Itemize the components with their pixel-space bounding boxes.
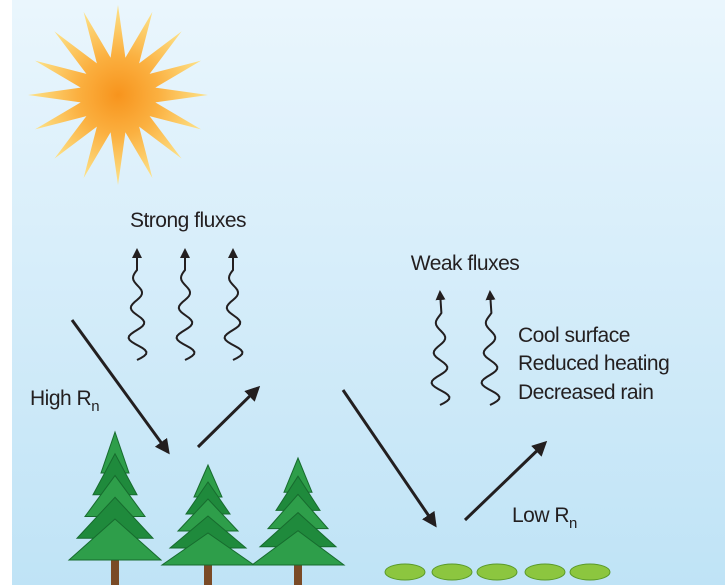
effect-label: Cool surface: [518, 324, 630, 347]
flux-arrow: [127, 248, 148, 361]
label-text: High R: [30, 387, 92, 410]
flux-arrow: [430, 290, 451, 406]
flux-arrow: [223, 248, 244, 361]
weak-fluxes-label: Weak fluxes: [411, 252, 520, 275]
tree-foliage: [67, 518, 163, 561]
effect-label: Reduced heating: [518, 352, 669, 375]
tree-trunk: [204, 565, 212, 585]
radiation-arrow: [463, 440, 548, 522]
grass: [569, 563, 611, 581]
label-subscript: n: [569, 515, 577, 532]
effect-label: Decreased rain: [518, 381, 653, 404]
tree-trunk: [294, 565, 302, 585]
flux-arrow: [480, 290, 501, 406]
grass: [431, 563, 473, 581]
radiation-arrow: [196, 385, 261, 449]
tree-foliage: [250, 530, 346, 566]
high-rn-label: High Rn: [30, 387, 99, 415]
tree-foliage: [160, 532, 256, 566]
sun: [28, 5, 208, 185]
flux-arrow: [175, 248, 196, 361]
decorations: [28, 5, 611, 585]
low-rn-label: Low Rn: [512, 504, 577, 532]
label-subscript: n: [91, 398, 99, 415]
tree-trunk: [111, 560, 119, 585]
grass: [524, 563, 566, 581]
grass: [476, 563, 518, 581]
radiation-arrow: [70, 319, 170, 455]
radiation-arrow: [341, 389, 437, 528]
strong-fluxes-label: Strong fluxes: [130, 209, 246, 232]
grass: [384, 563, 426, 581]
label-text: Low R: [512, 504, 569, 527]
